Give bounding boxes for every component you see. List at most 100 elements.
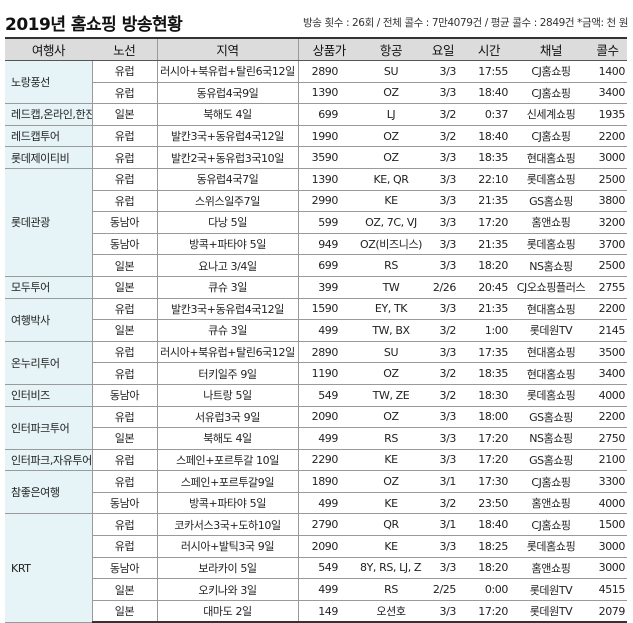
region-cell: 스위스일주7일 xyxy=(156,190,299,213)
day-cell: 3/3 xyxy=(422,427,464,450)
day-cell: 3/2 xyxy=(422,319,464,342)
calls-cell: 3000 xyxy=(588,535,627,558)
price-cell: 499 xyxy=(298,319,360,342)
route-cell: 유럽 xyxy=(92,190,157,213)
calls-cell: 2750 xyxy=(588,427,627,450)
route-cell: 유럽 xyxy=(92,449,157,472)
time-cell: 17:20 xyxy=(464,427,514,450)
table-row: 인터비즈 동남아 나트랑 5일 549 TW, ZE 3/2 18:30 롯데홈쇼핑 4000 xyxy=(5,384,627,407)
agency-cell: 레드캡투어 xyxy=(5,125,93,148)
channel-cell: 롯데홈쇼핑 xyxy=(514,384,588,407)
price-cell: 949 xyxy=(298,233,360,256)
route-cell: 유럽 xyxy=(92,341,157,364)
agency-cell: 참좋은여행 xyxy=(5,470,93,515)
route-cell: 일본 xyxy=(92,276,157,299)
time-cell: 18:40 xyxy=(464,125,514,148)
route-cell: 유럽 xyxy=(92,470,157,493)
day-cell: 3/3 xyxy=(422,298,464,321)
agency-cell: 인터파크,자유투어 xyxy=(5,449,93,472)
table-row: 레드캡,온라인,한진 일본 북해도 4일 699 LJ 3/2 0:37 신세계쇼핑 1935 xyxy=(5,103,627,126)
airline-cell: KE xyxy=(360,449,422,472)
calls-cell: 2500 xyxy=(588,254,627,277)
route-cell: 유럽 xyxy=(92,60,157,83)
time-cell: 18:40 xyxy=(464,82,514,105)
day-cell: 3/3 xyxy=(422,557,464,580)
price-cell: 2890 xyxy=(298,341,360,364)
agency-cell: 온누리투어 xyxy=(5,341,93,385)
price-cell: 1390 xyxy=(298,168,360,191)
airline-cell: KE, QR xyxy=(360,168,422,191)
route-cell: 일본 xyxy=(92,103,157,126)
route-cell: 일본 xyxy=(92,600,157,623)
calls-cell: 2755 xyxy=(588,276,627,299)
airline-cell: KE xyxy=(360,535,422,558)
calls-cell: 3000 xyxy=(588,146,627,169)
route-cell: 유럽 xyxy=(92,82,157,105)
time-cell: 18:35 xyxy=(464,146,514,169)
airline-cell: KE xyxy=(360,190,422,213)
agency-cell: 인터비즈 xyxy=(5,384,93,407)
table-row: 인터파크,자유투어 유럽 스페인+포르투갈 10일 2290 KE 3/3 17:20 GS홈… xyxy=(5,449,627,472)
price-cell: 3590 xyxy=(298,146,360,169)
table-row: 동남아 방콕+파타야 5일 499 KE 3/2 23:50 홈앤쇼핑 4000 xyxy=(5,492,627,515)
channel-cell: CJ오쇼핑플러스 xyxy=(514,276,588,299)
price-cell: 549 xyxy=(298,384,360,407)
time-cell: 17:35 xyxy=(464,341,514,364)
calls-cell: 2200 xyxy=(588,125,627,148)
airline-cell: RS xyxy=(360,578,422,601)
channel-cell: 현대홈쇼핑 xyxy=(514,362,588,385)
time-cell: 22:10 xyxy=(464,168,514,191)
time-cell: 21:35 xyxy=(464,190,514,213)
calls-cell: 4515 xyxy=(588,578,627,601)
calls-cell: 2500 xyxy=(588,168,627,191)
day-cell: 3/3 xyxy=(422,254,464,277)
page-title: 2019년 홈쇼핑 방송현황 xyxy=(5,15,183,35)
time-cell: 18:30 xyxy=(464,384,514,407)
route-cell: 일본 xyxy=(92,578,157,601)
calls-cell: 3500 xyxy=(588,341,627,364)
calls-cell: 2200 xyxy=(588,406,627,429)
table-row: 참좋은여행 유럽 스페인+포르투갈9일 1890 OZ 3/1 17:30 CJ홈쇼핑 3300 xyxy=(5,470,627,515)
calls-cell: 3400 xyxy=(588,82,627,105)
day-cell: 3/2 xyxy=(422,103,464,126)
airline-cell: OZ xyxy=(360,125,422,148)
airline-cell: TW, BX xyxy=(360,319,422,342)
day-cell: 3/3 xyxy=(422,190,464,213)
table-body: 노랑풍선 유럽 러시아+북유럽+탈린6국12일 2890 SU 3/3 17:55 CJ홈쇼핑… xyxy=(5,60,627,623)
broadcast-table: 여행사 노선 지역 상품가 항공 요일 시간 채널 콜수 노랑풍선 유럽 러시아+북… xyxy=(5,37,627,623)
channel-cell: CJ홈쇼핑 xyxy=(514,513,588,537)
airline-cell: QR xyxy=(360,513,422,537)
table-row: 유럽 터키일주 9일 1190 OZ 3/2 18:35 현대홈쇼핑 3400 xyxy=(5,362,627,385)
channel-cell: CJ홈쇼핑 xyxy=(514,470,588,493)
agency-cell: 여행박사 xyxy=(5,298,93,342)
route-cell: 유럽 xyxy=(92,535,157,558)
time-cell: 18:20 xyxy=(464,254,514,277)
channel-cell: 현대홈쇼핑 xyxy=(514,146,588,169)
airline-cell: OZ xyxy=(360,470,422,493)
channel-cell: 홈앤쇼핑 xyxy=(514,557,588,580)
region-cell: 나트랑 5일 xyxy=(156,384,299,407)
airline-cell: OZ xyxy=(360,146,422,169)
col-header-time: 시간 xyxy=(464,37,514,61)
airline-cell: LJ xyxy=(360,103,422,126)
time-cell: 17:55 xyxy=(464,60,514,83)
price-cell: 2090 xyxy=(298,535,360,558)
airline-cell: RS xyxy=(360,427,422,450)
table-row: 노랑풍선 유럽 러시아+북유럽+탈린6국12일 2890 SU 3/3 17:55 CJ홈쇼핑… xyxy=(5,60,627,105)
region-cell: 발칸2국+동유럽3국10일 xyxy=(156,146,299,169)
channel-cell: CJ홈쇼핑 xyxy=(514,125,588,148)
agency-cell: KRT xyxy=(5,513,93,623)
table-row: 일본 대마도 2일 149 오션호 3/3 17:20 롯데원TV 2079 xyxy=(5,600,627,623)
route-cell: 일본 xyxy=(92,427,157,450)
channel-cell: NS홈쇼핑 xyxy=(514,254,588,277)
channel-cell: CJ홈쇼핑 xyxy=(514,82,588,105)
col-header-airline: 항공 xyxy=(360,37,422,61)
agency-cell: 롯데관광 xyxy=(5,168,93,277)
broadcast-summary: 방송 횟수 : 26회 / 전체 콜수 : 7만4079건 / 평균 콜수 : … xyxy=(303,17,628,29)
col-header-agency: 여행사 xyxy=(5,37,92,61)
airline-cell: OZ(비즈니스) xyxy=(360,233,422,256)
calls-cell: 2100 xyxy=(588,449,627,472)
time-cell: 17:30 xyxy=(464,470,514,493)
day-cell: 2/26 xyxy=(422,276,464,299)
day-cell: 3/2 xyxy=(422,492,464,515)
